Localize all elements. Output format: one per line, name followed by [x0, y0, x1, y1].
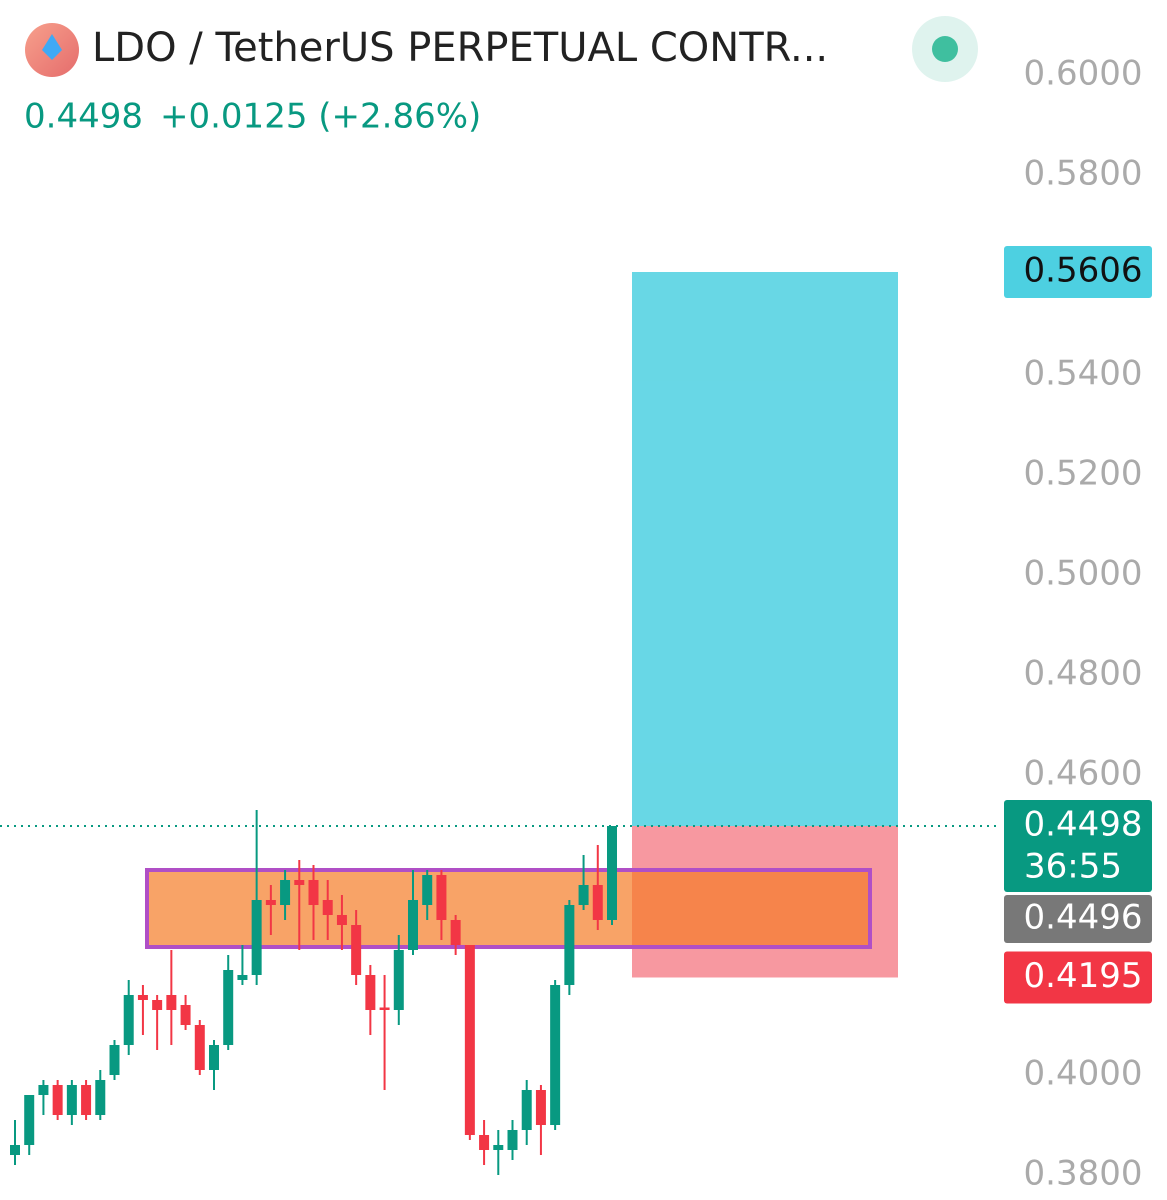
mark-price-box: [1004, 895, 1152, 943]
profit-zone: [632, 272, 898, 826]
candle-body: [294, 880, 305, 885]
candle-body: [379, 1007, 390, 1010]
candle-body: [521, 1090, 532, 1130]
price-change: +0.0125 (+2.86%): [160, 97, 481, 137]
candle-body: [322, 900, 333, 915]
candle-body: [578, 885, 589, 905]
y-tick-label: 0.4600: [1024, 754, 1143, 794]
candle-body: [450, 920, 461, 945]
y-tick-label: 0.5800: [1024, 154, 1143, 194]
mark-price-label: 0.4496: [1024, 898, 1143, 938]
candle-body: [137, 995, 148, 1000]
candle-body: [95, 1080, 106, 1115]
candle-body: [535, 1090, 546, 1125]
candle-body: [38, 1085, 49, 1095]
candle-body: [592, 885, 603, 920]
target-label-box: [1004, 246, 1152, 298]
candle-body: [180, 1005, 191, 1025]
y-tick-label: 0.4000: [1024, 1054, 1143, 1094]
y-tick-label: 0.4800: [1024, 654, 1143, 694]
candle-body: [265, 900, 276, 905]
candle-body: [464, 945, 475, 1135]
candle-body: [422, 875, 433, 905]
y-tick-label: 0.5200: [1024, 454, 1143, 494]
candle-body: [393, 950, 404, 1010]
countdown: 36:55: [1024, 847, 1122, 887]
candle-body: [336, 915, 347, 925]
stop-label-box: [1004, 951, 1152, 1004]
candle-body: [479, 1135, 490, 1150]
candle-body: [66, 1085, 77, 1115]
candle-body: [24, 1095, 35, 1145]
candle-body: [81, 1085, 92, 1115]
candle-body: [152, 1000, 163, 1010]
last-price-box: [1004, 800, 1152, 892]
chart-title: LDO / TetherUS PERPETUAL CONTR...: [92, 25, 828, 71]
candle-body: [166, 995, 177, 1010]
target-label: 0.5606: [1024, 251, 1143, 291]
last-price-label: 0.4498: [1024, 805, 1143, 845]
candle-body: [493, 1145, 504, 1150]
y-tick-label: 0.5400: [1024, 354, 1143, 394]
last-price: 0.4498: [24, 97, 143, 137]
candle-body: [194, 1025, 205, 1070]
live-dot: [932, 36, 958, 62]
candle-body: [308, 880, 319, 905]
candle-body: [209, 1045, 219, 1070]
y-tick-label: 0.6000: [1024, 54, 1143, 94]
stop-label: 0.4195: [1024, 956, 1143, 996]
candle-body: [436, 875, 447, 920]
candle-body: [550, 985, 561, 1125]
candle-body: [607, 826, 617, 920]
candle-body: [408, 900, 418, 950]
candle-body: [10, 1145, 20, 1155]
candle-body: [123, 995, 134, 1045]
candle-body: [351, 925, 362, 975]
supply-zone: [145, 868, 872, 949]
y-tick-label: 0.3800: [1024, 1154, 1143, 1194]
candle-body: [251, 900, 262, 975]
candle-body: [109, 1045, 120, 1075]
candle-body: [507, 1130, 518, 1150]
candle-body: [223, 970, 234, 1045]
candle-body: [280, 880, 291, 905]
candle-body: [52, 1085, 63, 1115]
candle-body: [237, 975, 248, 980]
y-tick-label: 0.5000: [1024, 554, 1143, 594]
candle-body: [564, 905, 575, 985]
candle-body: [365, 975, 376, 1010]
coin-icon-mark: [42, 34, 62, 60]
